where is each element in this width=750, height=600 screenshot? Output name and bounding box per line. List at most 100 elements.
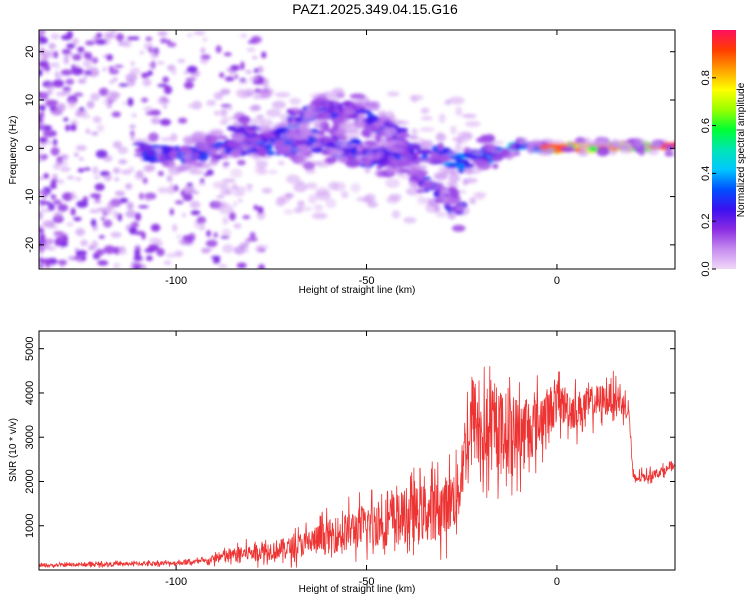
- heatmap-cell: [109, 80, 115, 84]
- heatmap-cell: [350, 182, 361, 193]
- heatmap-cell: [39, 264, 44, 269]
- heatmap-cell: [391, 210, 401, 219]
- heatmap-cell: [364, 166, 371, 174]
- heatmap-cell: [249, 231, 256, 239]
- heatmap-cell: [83, 51, 89, 60]
- heatmap-cell: [177, 117, 188, 124]
- heatmap-cell: [632, 138, 643, 149]
- heatmap-cell: [277, 160, 285, 166]
- heatmap-cell: [53, 211, 63, 220]
- heatmap-cell: [75, 228, 86, 237]
- heatmap-cell: [50, 147, 60, 156]
- snr-x-tick-label: -100: [165, 576, 187, 588]
- heatmap-cell: [252, 80, 264, 85]
- heatmap-cell: [349, 93, 366, 100]
- heatmap-cell: [125, 73, 138, 83]
- heatmap-cell: [579, 147, 587, 157]
- heatmap-cell: [70, 123, 77, 132]
- heatmap-cell: [57, 103, 66, 112]
- heatmap-cell: [83, 72, 88, 80]
- heatmap-cell: [254, 165, 265, 175]
- heatmap-cell: [174, 250, 184, 258]
- heatmap-cell: [274, 128, 287, 133]
- heatmap-cell: [246, 128, 257, 135]
- heatmap-cell: [385, 178, 400, 188]
- heatmap-cell: [110, 200, 117, 204]
- heatmap-cell: [398, 120, 409, 126]
- heatmap-cell: [264, 84, 270, 89]
- heatmap-cell: [57, 179, 65, 184]
- heatmap-cell: [428, 198, 439, 207]
- spectrogram-x-label: Height of straight line (km): [299, 285, 416, 296]
- heatmap-cell: [76, 200, 89, 208]
- heatmap-cell: [379, 138, 389, 147]
- heatmap-cell: [77, 168, 85, 173]
- heatmap-cell: [561, 146, 576, 153]
- heatmap-cell: [175, 165, 185, 173]
- heatmap-cell: [355, 109, 372, 113]
- heatmap-cell: [166, 175, 173, 183]
- heatmap-cell: [82, 59, 92, 68]
- heatmap-cell: [286, 174, 301, 184]
- heatmap-cell: [77, 78, 87, 84]
- heatmap-cell: [72, 53, 82, 61]
- heatmap-cell: [271, 100, 286, 109]
- heatmap-cell: [122, 39, 132, 48]
- heatmap-cell: [113, 262, 121, 269]
- spectrogram-y-tick-label: -20: [24, 237, 36, 253]
- heatmap-cell: [463, 147, 472, 153]
- heatmap-cell: [553, 147, 561, 154]
- heatmap-cell: [162, 104, 168, 109]
- heatmap-cell: [435, 211, 447, 218]
- heatmap-cell: [145, 165, 152, 172]
- heatmap-cell: [259, 118, 274, 128]
- heatmap-cell: [112, 141, 122, 149]
- spectrogram-x-tick-label: -100: [165, 275, 187, 287]
- heatmap-cell: [546, 147, 554, 155]
- heatmap-cell: [596, 146, 610, 157]
- heatmap-cell: [289, 153, 297, 161]
- heatmap-cell: [71, 64, 76, 72]
- heatmap-cell: [451, 224, 466, 232]
- heatmap-cell: [134, 173, 145, 181]
- heatmap-cell: [465, 120, 481, 127]
- heatmap-cell: [647, 149, 659, 156]
- heatmap-cell: [143, 42, 154, 51]
- heatmap-cell: [70, 207, 76, 216]
- heatmap-cell: [457, 131, 472, 139]
- heatmap-cell: [448, 173, 461, 183]
- heatmap-cell: [39, 91, 49, 101]
- heatmap-cell: [90, 131, 99, 136]
- heatmap-cell: [349, 100, 364, 105]
- heatmap-cell: [52, 173, 58, 180]
- heatmap-cell: [119, 197, 129, 204]
- heatmap-cell: [184, 140, 194, 146]
- heatmap-cell: [221, 190, 235, 196]
- heatmap-cell: [372, 122, 385, 127]
- spectrogram-frame: [38, 29, 676, 270]
- heatmap-cell: [203, 173, 210, 177]
- heatmap-cell: [66, 43, 76, 49]
- chart-title: PAZ1.2025.349.04.15.G16: [292, 1, 458, 17]
- heatmap-cell: [189, 158, 198, 168]
- heatmap-cell: [81, 255, 87, 261]
- heatmap-cell: [236, 143, 253, 153]
- heatmap-cell: [209, 157, 219, 167]
- heatmap-cell: [206, 230, 212, 238]
- heatmap-cell: [90, 218, 97, 227]
- heatmap-cell: [434, 204, 441, 214]
- heatmap-cell: [226, 67, 232, 72]
- heatmap-cell: [157, 170, 164, 177]
- heatmap-cell: [469, 197, 477, 205]
- heatmap-cell: [475, 192, 485, 201]
- heatmap-cell: [65, 222, 75, 227]
- heatmap-cell: [219, 72, 225, 78]
- heatmap-cell: [275, 133, 282, 138]
- heatmap-cell: [665, 144, 675, 151]
- heatmap-cell: [71, 37, 79, 45]
- heatmap-cell: [95, 38, 107, 45]
- heatmap-cell: [66, 175, 75, 180]
- snr-y-label: SNR (10 * v/v): [8, 418, 19, 482]
- heatmap-cell: [40, 104, 46, 112]
- heatmap-cell: [592, 139, 606, 147]
